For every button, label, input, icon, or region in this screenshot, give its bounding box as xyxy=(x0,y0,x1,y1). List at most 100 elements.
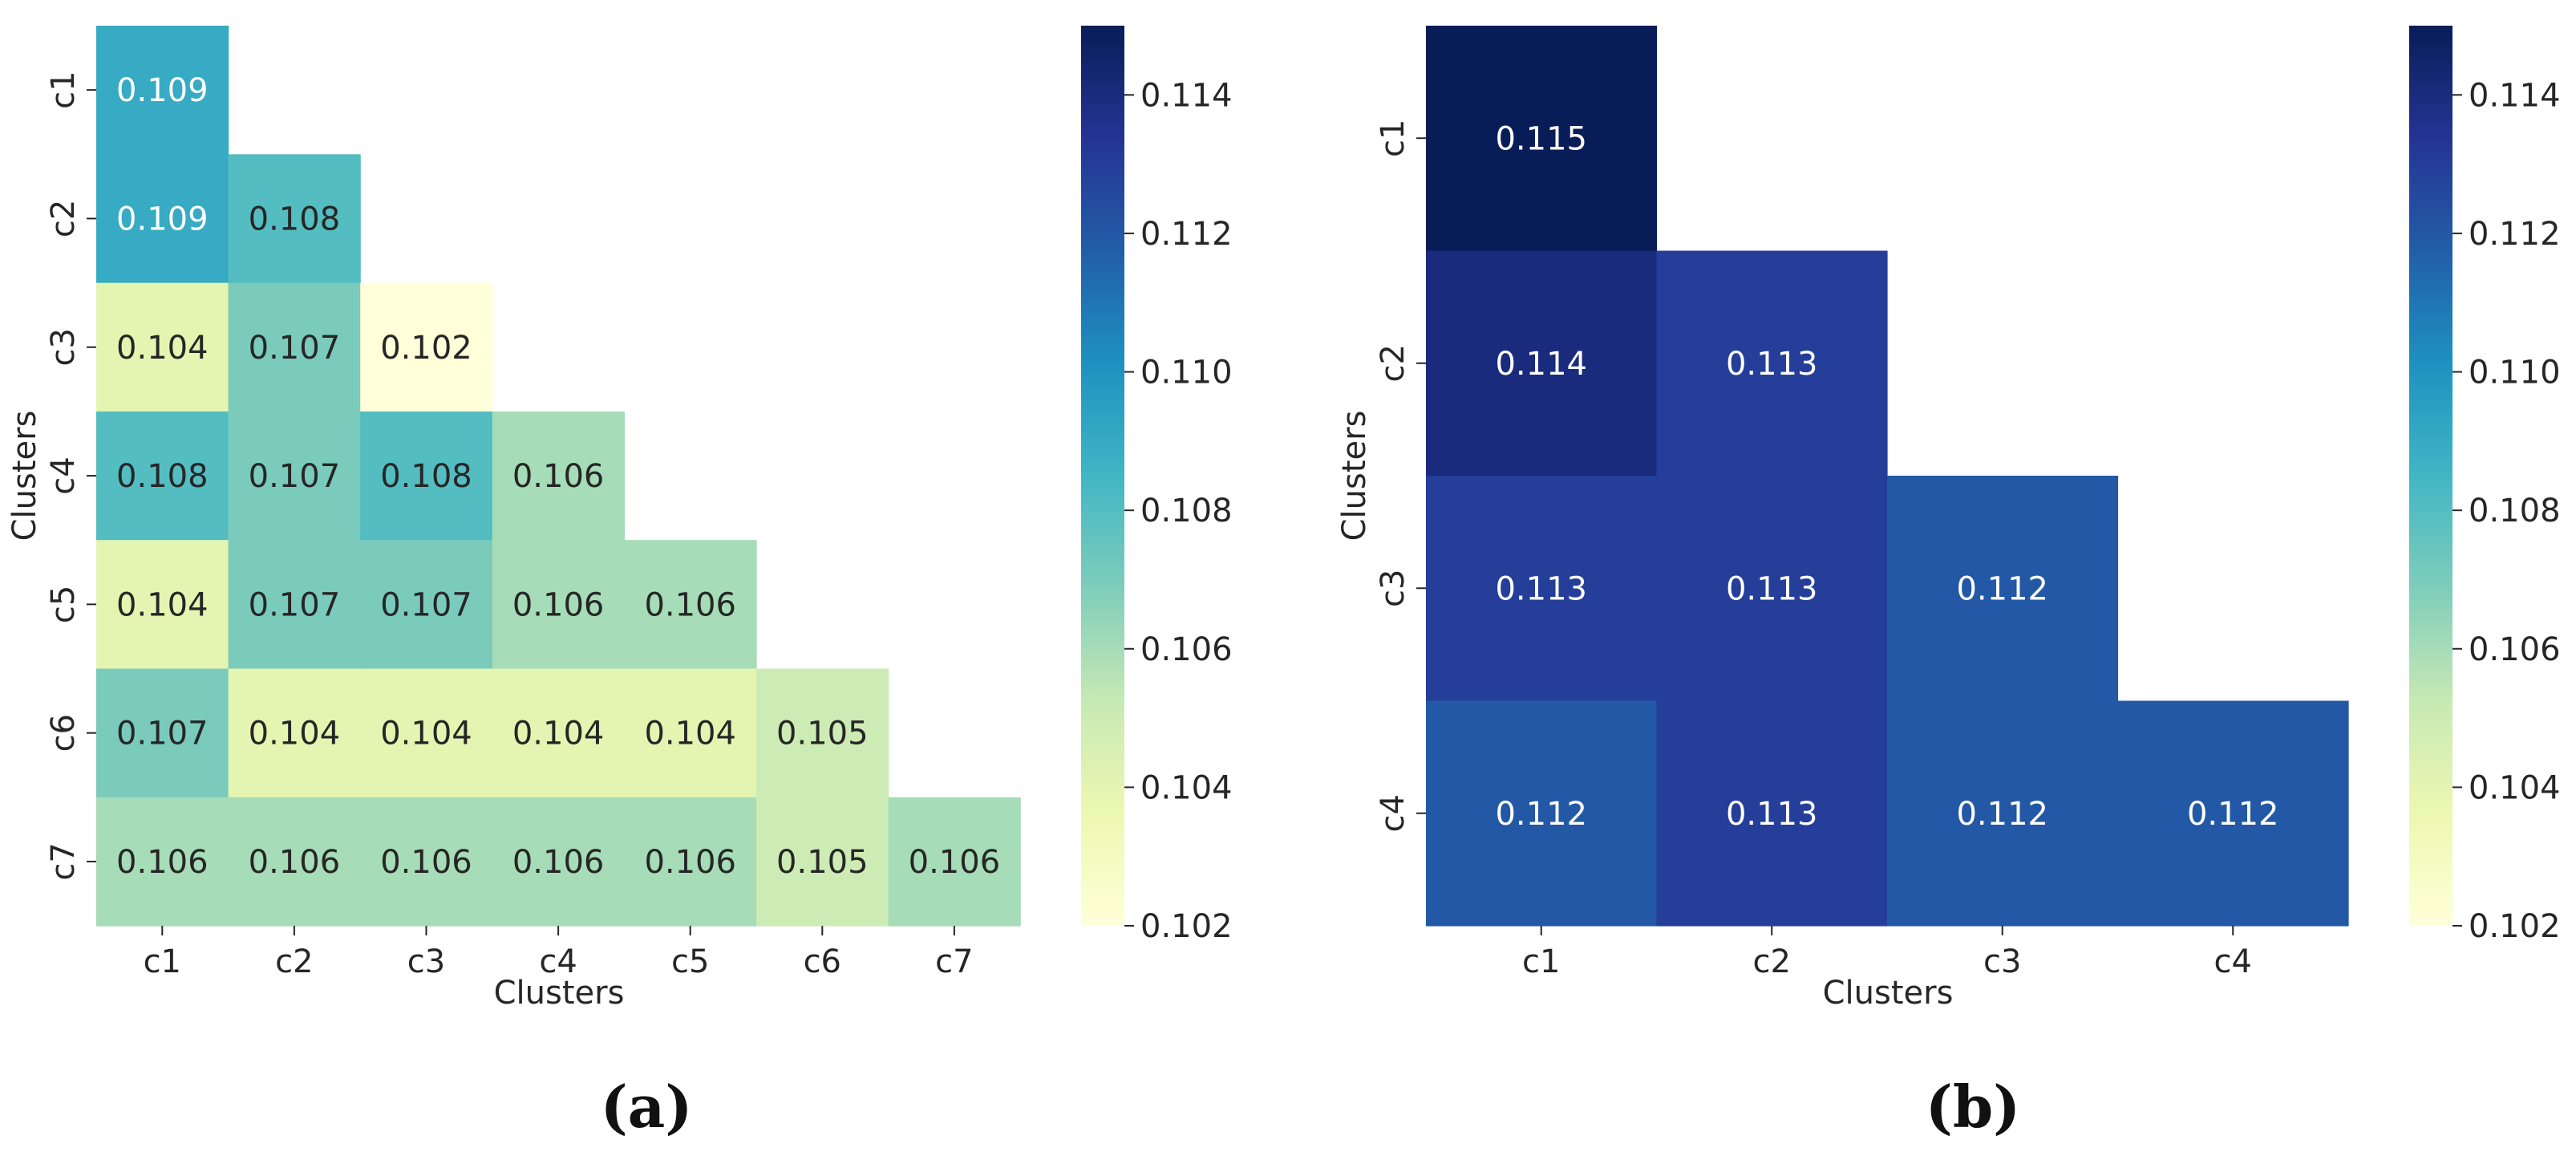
heatmap-b-cell-label: 0.112 xyxy=(1956,570,2048,607)
heatmap-a-cell-label: 0.106 xyxy=(512,586,605,623)
heatmap-b-colorbar-tick-label: 0.102 xyxy=(2469,908,2561,945)
heatmap-a-x-axis-label: Clusters xyxy=(494,975,625,1012)
heatmap-b-colorbar-gradient xyxy=(2409,26,2452,926)
heatmap-a-cell-label: 0.108 xyxy=(380,458,472,495)
heatmap-a-colorbar-tick-label: 0.114 xyxy=(1140,77,1233,114)
heatmap-a-cell-label: 0.106 xyxy=(116,844,209,881)
panel-a-caption: (a) xyxy=(601,1073,693,1141)
heatmap-b-cell-c4-c2 xyxy=(1656,700,1888,927)
heatmap-a-cell-c6-c1 xyxy=(96,668,229,798)
heatmap-a-x-tick-label: c2 xyxy=(275,943,313,980)
heatmap-b-cell-c4-c4 xyxy=(2117,700,2349,927)
heatmap-a-cell-c2-c2 xyxy=(228,154,361,284)
heatmap-a-cell-c6-c6 xyxy=(756,668,889,798)
heatmap-a-cell-c5-c5 xyxy=(624,540,757,670)
heatmap-a-cell-c3-c2 xyxy=(228,282,361,412)
heatmap-b-cell-label: 0.112 xyxy=(1956,796,2048,833)
heatmap-b-colorbar-tick-label: 0.112 xyxy=(2469,216,2561,253)
heatmap-a-cell-label: 0.109 xyxy=(116,201,209,237)
heatmap-a-y-axis-label: Clusters xyxy=(6,411,43,541)
heatmap-b-cell-label: 0.113 xyxy=(1495,570,1587,607)
heatmap-panel-a: 0.109 0.109 0.108 0.104 0.107 0.102 0.108 0.107… xyxy=(6,26,1233,1141)
heatmap-b-x-tick-label: c3 xyxy=(1983,943,2021,980)
heatmap-panel-b: 0.115 0.114 0.113 0.113 0.113 0.112 0.112 0.113… xyxy=(1336,26,2561,1141)
heatmap-b-cell-label: 0.112 xyxy=(2187,796,2279,833)
heatmap-a-cell-c7-c1 xyxy=(96,797,229,927)
heatmap-a-colorbar-tick-label: 0.110 xyxy=(1140,355,1233,391)
heatmap-b-cell-label: 0.113 xyxy=(1726,570,1818,607)
heatmap-a-cell-label: 0.108 xyxy=(116,458,209,495)
heatmap-b-cell-c3-c3 xyxy=(1887,476,2119,702)
heatmap-b-cell-c3-c2 xyxy=(1656,476,1888,702)
heatmap-a-x-tick-label: c4 xyxy=(539,943,577,980)
heatmap-a-cell-label: 0.104 xyxy=(644,716,736,752)
heatmap-b-y-axis-label: Clusters xyxy=(1336,411,1373,541)
heatmap-a-y-tick-label: c7 xyxy=(45,842,82,880)
heatmap-a-cell-c7-c7 xyxy=(888,797,1021,927)
heatmap-b-colorbar-tick-label: 0.106 xyxy=(2469,631,2561,668)
heatmap-a-cell-c7-c4 xyxy=(492,797,625,927)
heatmap-b-colorbar-tick-label: 0.110 xyxy=(2469,355,2561,391)
heatmap-a-cell-label: 0.107 xyxy=(249,330,341,367)
heatmap-b-x-tick-label: c2 xyxy=(1753,943,1791,980)
heatmap-b-cell-label: 0.112 xyxy=(1495,796,1587,833)
heatmap-a-cell-c6-c5 xyxy=(624,668,757,798)
heatmap-b-cell-c4-c3 xyxy=(1887,700,2119,927)
heatmap-b-colorbar-tick-label: 0.104 xyxy=(2469,769,2561,806)
heatmap-b-colorbar-tick-label: 0.108 xyxy=(2469,493,2561,529)
heatmap-b-cell-label: 0.114 xyxy=(1495,346,1587,383)
heatmap-a-cell-label: 0.106 xyxy=(512,458,605,495)
heatmap-a-cell-c5-c3 xyxy=(360,540,493,670)
heatmap-a-cell-c6-c4 xyxy=(492,668,625,798)
heatmap-a-cell-c4-c1 xyxy=(96,411,229,541)
heatmap-a-cell-label: 0.104 xyxy=(249,716,341,752)
heatmap-b-cell-label: 0.115 xyxy=(1495,120,1587,157)
heatmap-a-cell-c5-c4 xyxy=(492,540,625,670)
heatmap-a-cell-c5-c1 xyxy=(96,540,229,670)
heatmap-b-x-ticks: c1 c2 c3 c4 xyxy=(1522,926,2252,980)
heatmap-b-cells: 0.115 0.114 0.113 0.113 0.113 0.112 0.112 0.113… xyxy=(1426,26,2349,927)
heatmap-a-cell-c4-c2 xyxy=(228,411,361,541)
heatmap-a-y-tick-label: c2 xyxy=(45,200,82,237)
heatmap-a-cell-c7-c2 xyxy=(228,797,361,927)
heatmap-a-cell-label: 0.107 xyxy=(116,716,209,752)
heatmap-a-cell-label: 0.106 xyxy=(644,586,736,623)
heatmap-a-cell-label: 0.104 xyxy=(380,716,472,752)
heatmap-a-cell-label: 0.104 xyxy=(512,716,605,752)
heatmap-a-cell-label: 0.107 xyxy=(249,586,341,623)
heatmap-a-cell-label: 0.105 xyxy=(776,716,869,752)
heatmap-a-cell-c2-c1 xyxy=(96,154,229,284)
panel-b-caption: (b) xyxy=(1926,1073,2020,1141)
heatmap-a-y-tick-label: c4 xyxy=(45,456,82,494)
heatmap-b-cell-label: 0.113 xyxy=(1726,796,1818,833)
heatmap-a-cell-label: 0.106 xyxy=(380,844,472,881)
heatmap-a-cell-label: 0.106 xyxy=(512,844,605,881)
heatmap-a-x-ticks: c1 c2 c3 c4 c5 c6 c7 xyxy=(144,926,974,980)
heatmap-b-cell-c1-c1 xyxy=(1426,26,1658,252)
heatmap-a-cell-c5-c2 xyxy=(228,540,361,670)
heatmap-a-y-tick-label: c6 xyxy=(45,714,82,752)
heatmap-a-colorbar-gradient xyxy=(1081,26,1124,926)
heatmap-b-x-axis-label: Clusters xyxy=(1823,975,1954,1012)
heatmap-a-cell-c6-c2 xyxy=(228,668,361,798)
heatmap-a-cell-label: 0.106 xyxy=(644,844,736,881)
heatmap-a-cell-c3-c3 xyxy=(360,282,493,412)
heatmap-b-colorbar: 0.102 0.104 0.106 0.108 0.110 0.112 0.114 xyxy=(2409,26,2561,945)
heatmap-b-y-ticks: c1 c2 c3 c4 xyxy=(1375,120,1426,832)
heatmap-a-colorbar-tick-label: 0.112 xyxy=(1140,216,1233,253)
heatmap-b-y-tick-label: c4 xyxy=(1375,794,1412,832)
heatmap-a-y-ticks: c1 c2 c3 c4 c5 c6 c7 xyxy=(45,71,96,881)
heatmap-a-colorbar: 0.102 0.104 0.106 0.108 0.110 0.112 0.114 xyxy=(1081,26,1233,945)
heatmap-a-colorbar-tick-label: 0.102 xyxy=(1140,908,1233,945)
heatmap-a-cell-label: 0.107 xyxy=(249,458,341,495)
heatmap-b-cell-c3-c1 xyxy=(1426,476,1658,702)
heatmap-a-cell-label: 0.107 xyxy=(380,586,472,623)
heatmap-b-x-tick-label: c4 xyxy=(2214,943,2252,980)
heatmap-a-cell-c7-c5 xyxy=(624,797,757,927)
heatmap-b-x-tick-label: c1 xyxy=(1522,943,1560,980)
heatmap-a-x-tick-label: c5 xyxy=(671,943,709,980)
heatmap-a-x-tick-label: c1 xyxy=(144,943,181,980)
heatmap-a-colorbar-tick-label: 0.108 xyxy=(1140,493,1233,529)
heatmap-a-cell-c4-c4 xyxy=(492,411,625,541)
